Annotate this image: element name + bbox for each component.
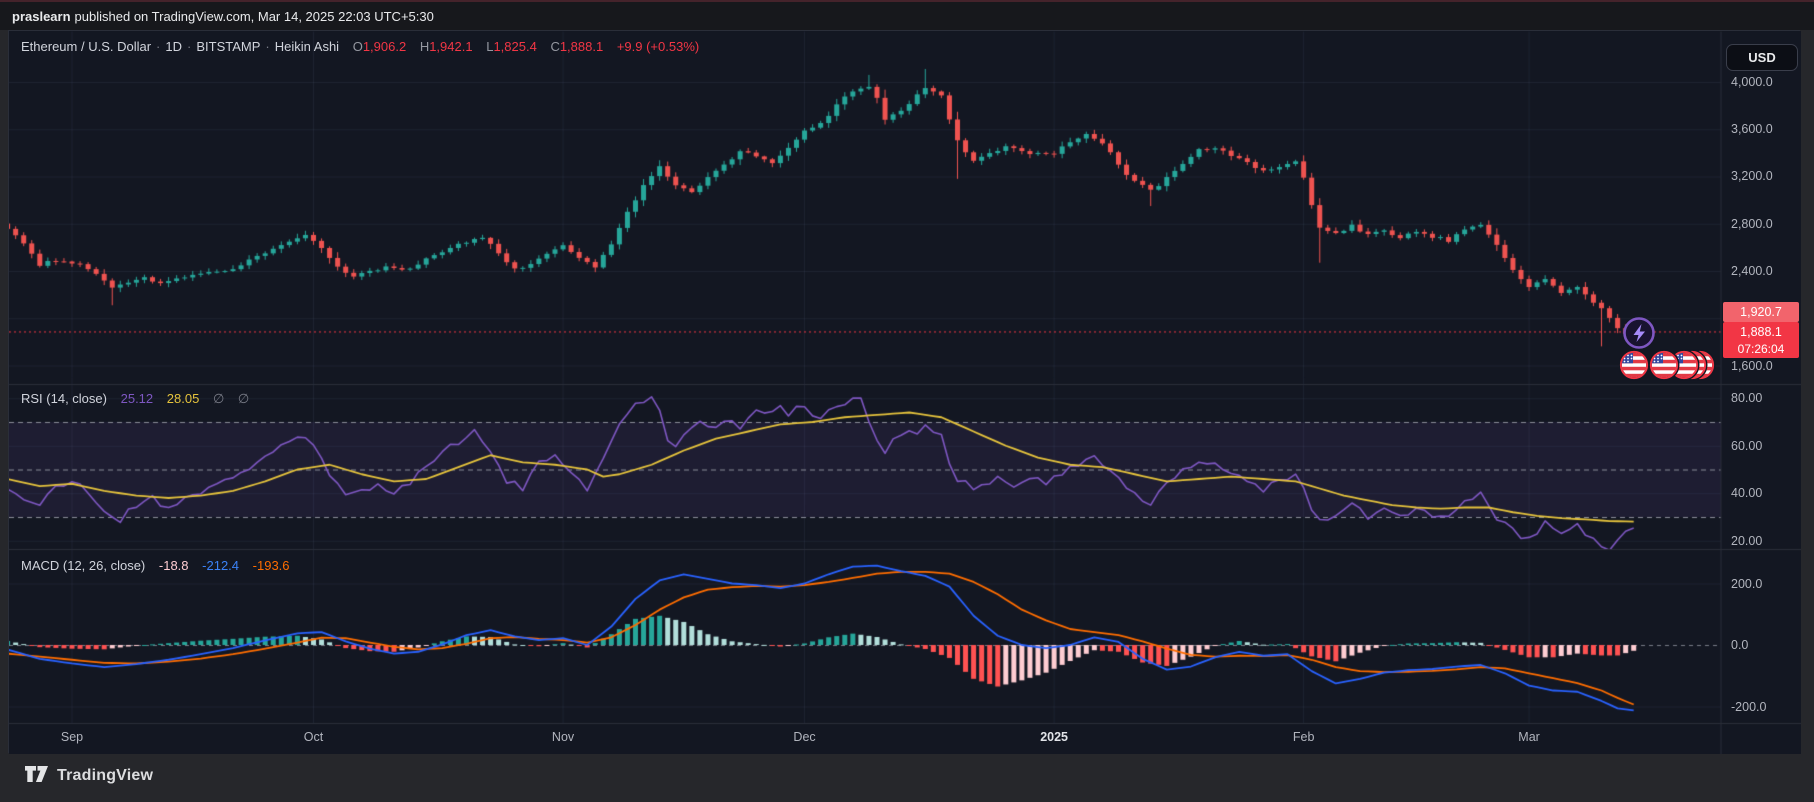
interval-label[interactable]: 1D <box>165 39 183 54</box>
low-label: L <box>486 39 494 54</box>
time-axis-label: Nov <box>551 730 575 744</box>
chart-card: Ethereum / U.S. Dollar · 1D · BITSTAMP · Heiki… <box>8 30 1801 754</box>
top-accent-stripe <box>0 0 1814 2</box>
price-axis-label: 0.0 <box>1731 638 1749 652</box>
price-axis-label: 200.0 <box>1731 577 1763 591</box>
bar-countdown-timer: 07:26:04 <box>1737 342 1785 356</box>
price-axis-label: 20.00 <box>1731 534 1763 548</box>
price-axis-label: 2,400.0 <box>1731 264 1773 278</box>
time-axis-label: Feb <box>1292 730 1315 744</box>
low-value: 1,825.4 <box>493 39 537 54</box>
high-label: H <box>419 39 430 54</box>
high-value: 1,942.1 <box>429 39 473 54</box>
price-axis-label: 1,600.0 <box>1731 359 1773 373</box>
empty-set-icon: ∅ <box>237 391 250 406</box>
change-value: +9.9 (+0.53%) <box>616 39 700 54</box>
macd-hist-value: -18.8 <box>158 558 189 573</box>
price-axis-label: 3,600.0 <box>1731 122 1773 136</box>
price-axis-label: 60.00 <box>1731 439 1763 453</box>
footer-brand[interactable]: TradingView <box>24 765 153 787</box>
price-axis-label: 3,200.0 <box>1731 169 1773 183</box>
exchange-label: BITSTAMP <box>196 39 261 54</box>
lightning-icon[interactable] <box>1622 316 1656 350</box>
price-axis-label: 40.00 <box>1731 486 1763 500</box>
open-value: 1,906.2 <box>362 39 407 54</box>
price-axis-label: 4,000.0 <box>1731 75 1773 89</box>
secondary-price-badge: 1,920.7 <box>1723 302 1799 322</box>
rsi-title[interactable]: RSI (14, close) <box>21 391 107 406</box>
macd-signal-value: -193.6 <box>252 558 290 573</box>
time-axis-label: Sep <box>60 730 84 744</box>
price-axis-label: 2,800.0 <box>1731 217 1773 231</box>
us-flag-event-icons[interactable] <box>1619 349 1719 381</box>
close-value: 1,888.1 <box>559 39 604 54</box>
empty-set-icon: ∅ <box>212 391 225 406</box>
open-label: O <box>352 39 363 54</box>
current-price-badge: 1,888.1 07:26:04 <box>1723 322 1799 358</box>
close-label: C <box>550 39 560 54</box>
macd-line-value: -212.4 <box>202 558 240 573</box>
tradingview-logo-icon <box>25 766 48 782</box>
publisher-username: praslearn <box>12 8 71 24</box>
symbol-name[interactable]: Ethereum / U.S. Dollar <box>21 39 152 54</box>
publish-info-text: published on TradingView.com, Mar 14, 20… <box>74 8 434 24</box>
rsi-legend[interactable]: RSI (14, close) 25.12 28.05 ∅ ∅ <box>21 391 249 407</box>
macd-title[interactable]: MACD (12, 26, close) <box>21 558 146 573</box>
rsi-ma-value: 28.05 <box>166 391 200 406</box>
currency-unit-button[interactable]: USD <box>1726 44 1798 71</box>
time-axis-label: Dec <box>793 730 816 744</box>
price-axis-label: 80.00 <box>1731 391 1763 405</box>
footer-brand-text: TradingView <box>57 767 154 784</box>
price-axis-label: -200.0 <box>1731 700 1767 714</box>
symbol-legend[interactable]: Ethereum / U.S. Dollar · 1D · BITSTAMP · Heiki… <box>21 39 700 54</box>
current-price-value: 1,888.1 <box>1740 325 1782 339</box>
time-axis-label: Oct <box>303 730 324 744</box>
time-axis-label: 2025 <box>1040 730 1068 744</box>
rsi-line-value: 25.12 <box>120 391 154 406</box>
time-axis-label: Mar <box>1518 730 1540 744</box>
macd-legend[interactable]: MACD (12, 26, close) -18.8 -212.4 -193.6 <box>21 558 290 573</box>
chart-plot-area[interactable] <box>9 31 1801 754</box>
chart-style-label: Heikin Ashi <box>274 39 340 54</box>
publish-info-bar: praslearn published on TradingView.com, … <box>0 2 1814 30</box>
